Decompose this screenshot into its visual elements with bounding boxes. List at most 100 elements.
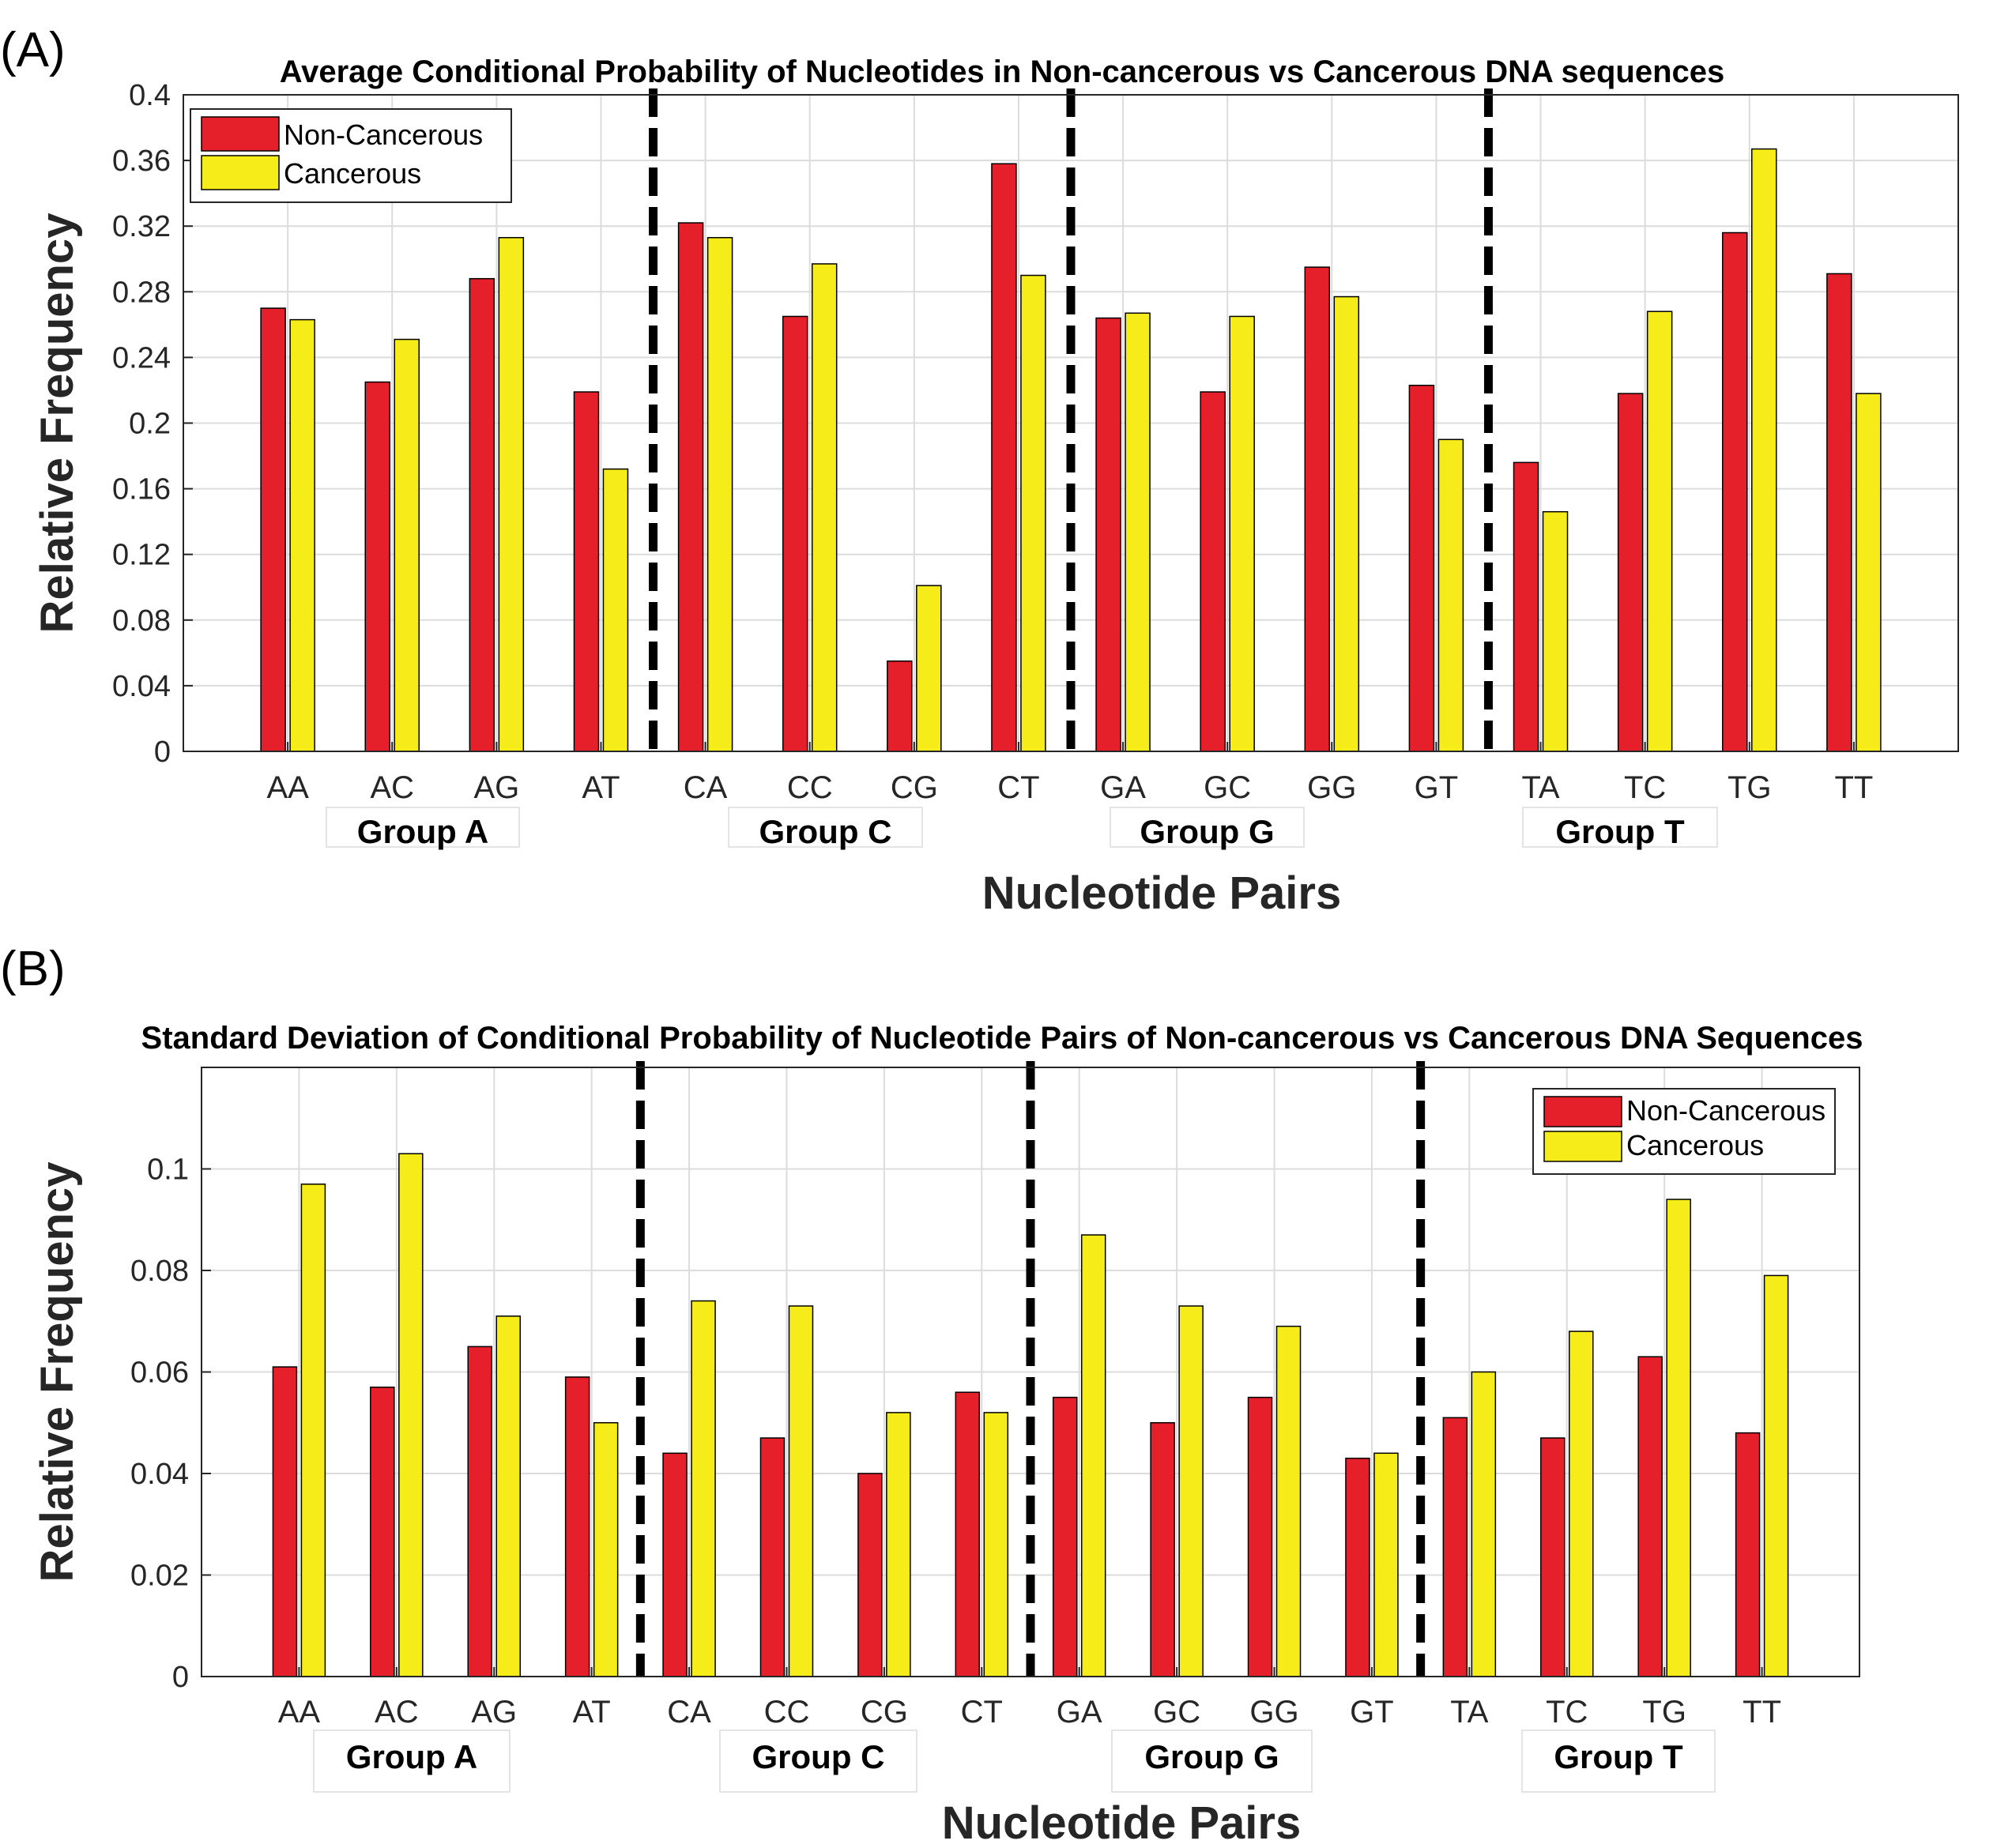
axes-box [201,1067,1860,1677]
y-tick-label: 0.02 [130,1560,189,1593]
group-label-a: Group A [346,1738,477,1775]
y-tick-label: 0.1 [147,1154,189,1187]
bar-non-cancerous-ta [1513,461,1539,752]
legend-swatch-cancerous [1543,1131,1622,1162]
group-label-g: Group G [1140,813,1274,850]
bar-non-cancerous-tg [1722,231,1748,752]
group-label-box [313,1729,511,1793]
bar-non-cancerous-ag [469,277,495,752]
y-tick-label: 0.24 [112,341,171,374]
x-tick-label-aa: AA [278,1695,321,1729]
y-axis-label: Relative Frequency [32,213,83,634]
bar-cancerous-tc [1646,311,1673,752]
y-tick-label: 0.2 [129,408,171,441]
bar-non-cancerous-ga [1095,317,1121,752]
x-tick-label-gt: GT [1415,770,1459,805]
bar-non-cancerous-ta [1442,1417,1468,1677]
y-tick-label: 0.12 [112,539,171,572]
bar-non-cancerous-tg [1637,1356,1663,1677]
x-tick-label-ta: TA [1450,1695,1488,1729]
bar-non-cancerous-gg [1304,266,1331,752]
bar-non-cancerous-ct [991,163,1017,752]
x-tick-label-ca: CA [667,1695,711,1729]
chart-panel-b: (B) Standard Deviation of Conditional Pro… [0,942,1863,1848]
y-tick-label: 0.32 [112,210,171,243]
bar-non-cancerous-cc [782,315,808,752]
x-tick-label-cc: CC [787,770,833,805]
panel-label: (A) [0,23,66,77]
bar-non-cancerous-cg [887,660,913,752]
x-tick-label-ct: CT [961,1695,1003,1729]
bar-cancerous-tg [1666,1199,1691,1677]
legend-label-non-cancerous: Non-Cancerous [1626,1094,1825,1127]
y-tick-label: 0.06 [130,1357,189,1390]
bar-cancerous-ac [398,1153,424,1677]
group-label-c: Group C [752,1738,885,1775]
bar-non-cancerous-aa [272,1366,298,1677]
legend-swatch-cancerous [201,155,280,190]
x-tick-label-aa: AA [266,770,309,805]
y-tick-label: 0.08 [130,1255,189,1288]
bar-non-cancerous-gt [1408,384,1435,752]
group-label-box [326,807,520,848]
bar-cancerous-gg [1275,1325,1302,1677]
chart-panel-a: (A) Average Conditional Probability of Nu… [0,23,1959,919]
bar-non-cancerous-ca [662,1452,688,1677]
x-axis-label: Nucleotide Pairs [942,1797,1301,1844]
group-label-c: Group C [759,813,892,850]
bar-cancerous-cc [788,1305,814,1677]
bar-cancerous-ga [1080,1234,1106,1677]
y-tick-label: 0.08 [112,604,171,638]
bar-cancerous-gc [1178,1305,1204,1677]
x-tick-label-cg: CG [891,770,938,805]
bar-cancerous-ac [394,338,420,752]
bar-cancerous-ta [1542,510,1569,752]
bar-non-cancerous-tc [1617,393,1644,752]
x-tick-label-ta: TA [1521,770,1559,805]
y-tick-label: 0 [154,736,171,769]
bar-cancerous-ga [1125,312,1151,752]
y-tick-label: 0.28 [112,276,171,309]
bar-cancerous-gc [1229,315,1255,752]
y-tick-label: 0.4 [129,79,171,112]
bar-cancerous-ct [983,1412,1009,1677]
y-tick-label: 0.04 [130,1458,189,1491]
group-label-box [1522,807,1718,848]
bar-non-cancerous-ac [364,381,390,752]
bar-non-cancerous-tt [1735,1432,1761,1677]
panel-label: (B) [0,942,66,996]
bar-cancerous-ag [495,1315,521,1677]
bar-non-cancerous-at [564,1376,590,1677]
y-axis-label: Relative Frequency [32,1162,83,1583]
bar-cancerous-ca [691,1300,716,1677]
bar-cancerous-gt [1437,438,1464,752]
legend-swatch-non-cancerous [201,116,280,152]
x-tick-label-ag: AG [473,770,519,805]
bar-cancerous-cg [886,1412,911,1677]
bar-cancerous-tg [1751,148,1777,752]
bar-non-cancerous-tc [1540,1437,1566,1677]
bar-non-cancerous-ag [467,1346,492,1677]
bar-cancerous-ct [1020,274,1046,752]
group-label-t: Group T [1554,1738,1683,1775]
x-tick-label-cg: CG [861,1695,908,1729]
bar-cancerous-ca [706,236,733,752]
y-tick-label: 0.36 [112,145,171,178]
bar-non-cancerous-at [573,391,600,752]
x-tick-label-gg: GG [1249,1695,1298,1729]
bar-cancerous-tt [1763,1274,1789,1677]
x-tick-label-cc: CC [764,1695,810,1729]
group-label-g: Group G [1144,1738,1279,1775]
bar-non-cancerous-ac [370,1387,395,1677]
chart-title: Standard Deviation of Conditional Probab… [141,1021,1863,1056]
x-tick-label-tg: TG [1642,1695,1686,1729]
x-tick-label-ag: AG [471,1695,517,1729]
y-tick-label: 0 [172,1661,189,1694]
bar-cancerous-aa [289,318,315,752]
group-label-box [1110,807,1305,848]
bar-non-cancerous-gt [1345,1457,1370,1677]
x-tick-label-ac: AC [370,770,414,805]
